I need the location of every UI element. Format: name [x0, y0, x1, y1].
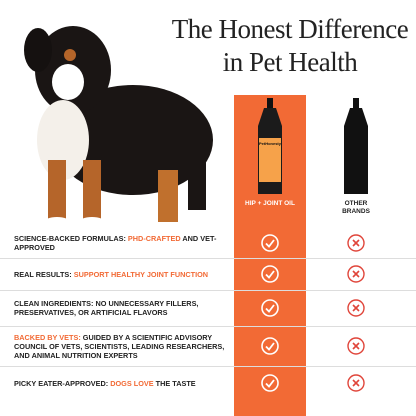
title: The Honest Difference	[171, 14, 409, 44]
row-text: BACKED BY VETS: GUIDED BY A SCIENTIFIC A…	[14, 326, 226, 366]
cross-icon	[347, 234, 365, 252]
text-segment: REAL RESULTS:	[14, 269, 74, 279]
cross-icon	[347, 374, 365, 392]
row-label: BACKED BY VETS: GUIDED BY A SCIENTIFIC A…	[14, 333, 226, 360]
text-segment: GUIDED BY A SCIENTIFIC ADVISORY COUNCIL …	[14, 332, 225, 360]
row-separator	[0, 366, 416, 367]
row-text: SCIENCE-BACKED FORMULAS: PHD-CRAFTED AND…	[14, 228, 226, 258]
check-icon	[261, 234, 279, 252]
cross-icon-svg	[347, 234, 365, 252]
product-bottle: PetHonesty	[258, 98, 282, 194]
text-segment: SUPPORT HEALTHY JOINT FUNCTION	[73, 269, 209, 279]
other-bottle	[344, 98, 368, 194]
cross-icon-svg	[347, 265, 365, 283]
text-segment: CLEAN INGREDIENTS: NO UNNECESSARY FILLER…	[14, 299, 199, 317]
cross-icon-svg	[347, 299, 365, 317]
dog-illustration	[24, 26, 213, 227]
row-label: CLEAN INGREDIENTS: NO UNNECESSARY FILLER…	[14, 299, 226, 317]
text-segment: SCIENCE-BACKED FORMULAS:	[14, 234, 128, 243]
row-text: REAL RESULTS: SUPPORT HEALTHY JOINT FUNC…	[14, 258, 226, 290]
cross-icon-svg	[347, 374, 365, 392]
row-separator	[0, 326, 416, 327]
check-icon	[261, 299, 279, 317]
cross-icon	[347, 265, 365, 283]
cross-icon-svg	[347, 337, 365, 355]
row-label: REAL RESULTS: SUPPORT HEALTHY JOINT FUNC…	[14, 270, 208, 279]
check-icon-svg	[261, 234, 279, 252]
product-header: HIP + JOINT OIL	[245, 200, 295, 207]
check-icon	[261, 374, 279, 392]
check-icon	[261, 265, 279, 283]
check-icon	[261, 337, 279, 355]
text-segment: PICKY EATER-APPROVED:	[14, 378, 111, 388]
row-label: PICKY EATER-APPROVED: DOGS LOVE THE TAST…	[14, 379, 196, 388]
title: in Pet Health	[222, 47, 358, 77]
row-separator	[0, 290, 416, 291]
text-segment: AND VET-APPROVED	[14, 234, 217, 252]
text-segment: BACKED BY VETS:	[14, 332, 81, 342]
row-text: PICKY EATER-APPROVED: DOGS LOVE THE TAST…	[14, 366, 226, 400]
row-text: CLEAN INGREDIENTS: NO UNNECESSARY FILLER…	[14, 290, 226, 326]
row-label: SCIENCE-BACKED FORMULAS: PHD-CRAFTED AND…	[14, 234, 226, 252]
cross-icon	[347, 299, 365, 317]
cross-icon	[347, 337, 365, 355]
check-icon-svg	[261, 299, 279, 317]
text-segment: PHD-CRAFTED	[127, 234, 181, 243]
check-icon-svg	[261, 265, 279, 283]
text-segment: THE TASTE	[153, 378, 196, 388]
text-segment: DOGS LOVE	[110, 378, 154, 388]
bottle-label: PetHonesty	[259, 141, 282, 146]
other-header: OTHER BRANDS	[342, 200, 370, 215]
check-icon-svg	[261, 337, 279, 355]
check-icon-svg	[261, 374, 279, 392]
row-separator	[0, 258, 416, 259]
